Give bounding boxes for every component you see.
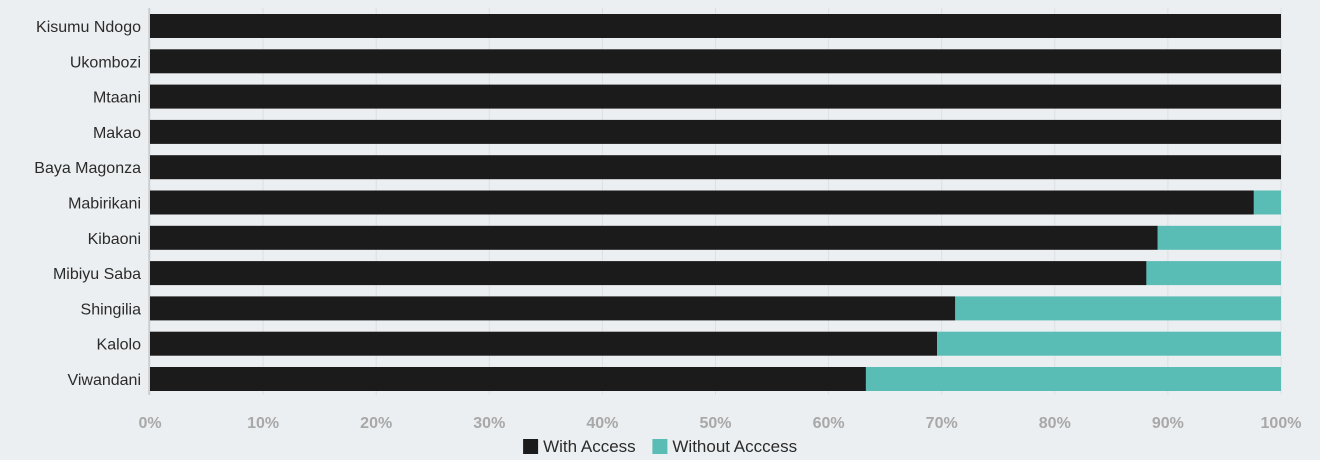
bar-with-access [150, 296, 956, 321]
category-labels: Kisumu Ndogo Ukombozi Mtaani Makao Baya Mago… [34, 19, 141, 389]
bar-with-access [150, 261, 1147, 286]
x-tick-label: 80% [1039, 415, 1071, 432]
legend-swatch [652, 439, 668, 454]
category-label: Kibaoni [88, 231, 141, 248]
bar-without-access [1157, 225, 1281, 250]
x-tick-label: 20% [360, 415, 392, 432]
category-label: Kisumu Ndogo [36, 19, 141, 36]
category-label: Viwandani [67, 372, 141, 389]
category-label: Ukombozi [70, 54, 141, 71]
x-tick-label: 60% [813, 415, 845, 432]
x-tick-label: 50% [699, 415, 731, 432]
x-tick-label: 90% [1152, 415, 1184, 432]
bar-with-access [150, 155, 1281, 180]
category-label: Mabirikani [68, 196, 141, 213]
legend: With Access Without Acccess [523, 437, 797, 456]
x-tick-label: 100% [1261, 415, 1302, 432]
x-tick-label: 0% [138, 415, 161, 432]
legend-label: Without Acccess [672, 437, 797, 456]
x-tick-label: 40% [586, 415, 618, 432]
bar-without-access [955, 296, 1281, 321]
bar-without-access [865, 367, 1281, 391]
x-tick-label: 10% [247, 415, 279, 432]
bar-without-access [1253, 190, 1281, 215]
bar-without-access [1146, 261, 1281, 286]
bar-with-access [150, 84, 1281, 109]
category-label: Baya Magonza [34, 160, 141, 177]
category-label: Makao [93, 125, 141, 142]
legend-swatch [523, 439, 539, 454]
bar-with-access [150, 225, 1158, 250]
category-label: Shingilia [81, 301, 142, 318]
bar-with-access [150, 190, 1254, 215]
bars [150, 14, 1281, 391]
bar-with-access [150, 49, 1281, 74]
bar-with-access [150, 367, 866, 391]
bar-without-access [937, 331, 1281, 356]
x-tick-labels: 0% 10% 20% 30% 40% 50% 60% 70% 80% 90% 100% [138, 415, 1301, 432]
bar-with-access [150, 119, 1281, 144]
bar-with-access [150, 14, 1281, 38]
category-label: Mtaani [93, 90, 141, 107]
category-label: Kalolo [97, 337, 142, 354]
legend-label: With Access [543, 437, 636, 456]
category-label: Mibiyu Saba [53, 266, 141, 283]
x-tick-label: 30% [473, 415, 505, 432]
x-tick-label: 70% [926, 415, 958, 432]
bar-with-access [150, 331, 938, 356]
